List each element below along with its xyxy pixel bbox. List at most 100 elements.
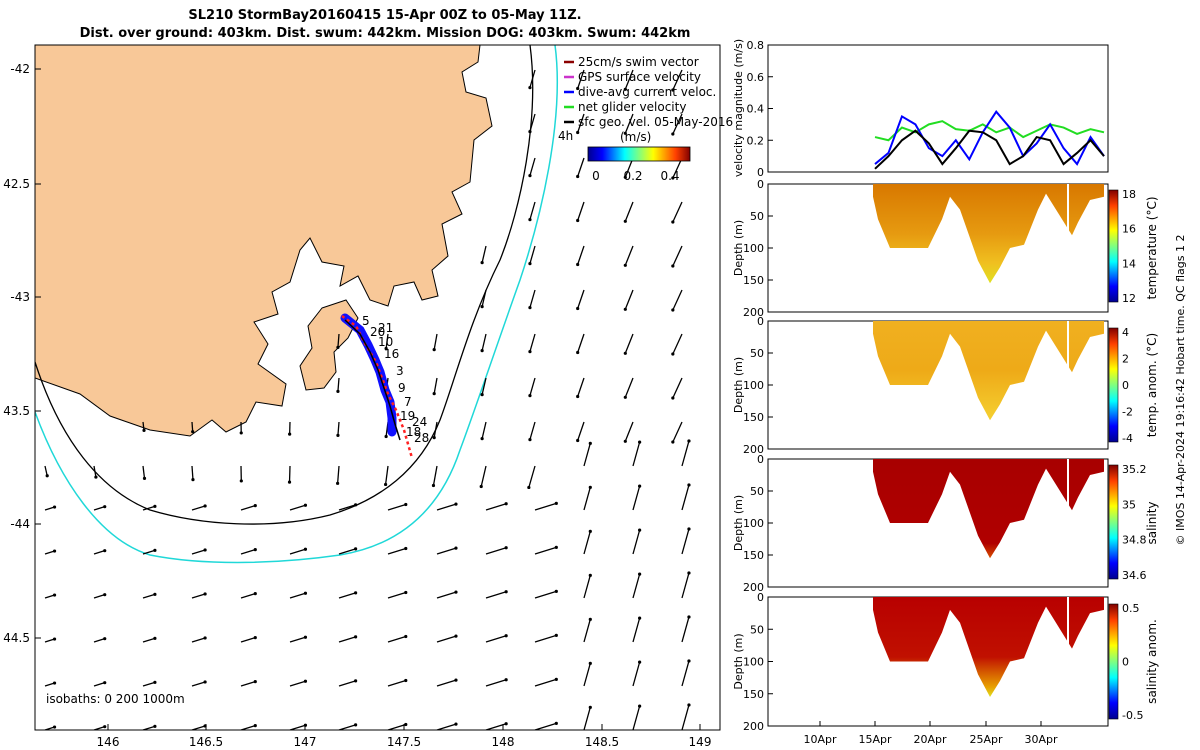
map-y-tick-label: -43 <box>10 290 30 304</box>
arrow-head <box>671 308 675 312</box>
time-tick-label: 20Apr <box>913 733 947 746</box>
velocity-arrow <box>142 593 156 599</box>
arrow-head <box>142 428 146 432</box>
waypoint-label: 3 <box>396 364 404 378</box>
velocity-arrow <box>672 113 683 135</box>
colorbar-tick: 0.2 <box>623 169 642 183</box>
arrow-head <box>687 439 691 443</box>
velocity-arrow <box>624 69 634 90</box>
velocity-series-line <box>874 110 1105 166</box>
map-x-tick-label: 147.5 <box>387 735 421 749</box>
velocity-arrow <box>387 723 406 730</box>
arrow-head <box>239 479 243 483</box>
map-y-tick-label: -44 <box>10 517 30 531</box>
velocity-arrow <box>534 546 557 555</box>
arrow-head <box>288 432 292 436</box>
velocity-arrow <box>44 594 55 599</box>
arrow-head <box>354 679 358 683</box>
arrow-head <box>576 438 580 443</box>
velocity-arrow <box>583 663 591 687</box>
velocity-arrow <box>681 440 690 467</box>
arrow-head <box>52 505 57 509</box>
velocity-arrow <box>387 679 406 687</box>
arrow-head <box>52 637 57 641</box>
arrow-head <box>504 502 508 506</box>
arrow-head <box>303 591 308 595</box>
velocity-arrow <box>387 635 406 643</box>
velocity-arrow <box>583 619 591 643</box>
map-y-ticks: -42 42.5 -43 43.5 -44 44.5 <box>3 62 41 645</box>
colorbar-title: temp. anom. (°C) <box>1145 333 1159 437</box>
legend-entry: sfc geo. vel. 05-May-2016 <box>578 115 733 129</box>
colorbar-tick: 0.4 <box>660 169 679 183</box>
velocity-arrow <box>338 680 356 687</box>
velocity-arrow <box>338 548 356 555</box>
colorbar-tick-label: 35.2 <box>1122 463 1147 476</box>
arrow-head <box>623 263 627 267</box>
arrow-head <box>303 503 308 507</box>
velocity-arrow <box>93 682 105 687</box>
legend-entry: GPS surface velocity <box>578 70 701 84</box>
colorbar-tick-label: -4 <box>1122 432 1133 445</box>
arrow-head <box>454 590 458 594</box>
arrow-head <box>623 175 627 179</box>
arrow-head <box>404 502 408 507</box>
arrow-head <box>431 483 436 488</box>
velocity-arrow <box>481 377 487 395</box>
velocity-arrow <box>432 465 438 486</box>
section-colorbar <box>1108 464 1119 580</box>
arrow-head <box>203 592 207 596</box>
velocity-arrow <box>624 421 634 442</box>
depth-axis-label: Depth (m) <box>732 357 745 413</box>
velocity-arrow <box>624 377 634 398</box>
arrow-head <box>687 483 691 487</box>
velocity-arrow <box>681 528 690 555</box>
arrow-head <box>480 437 484 441</box>
depth-tick-label: 150 <box>743 549 764 562</box>
velocity-arrow <box>191 637 206 643</box>
arrow-head <box>687 615 691 619</box>
velocity-arrow <box>191 593 206 599</box>
velocity-arrow <box>436 635 457 643</box>
depth-tick-label: 0 <box>757 178 764 191</box>
map-x-tick-label: 148 <box>492 735 515 749</box>
colorbar-ticks: 0 0.2 0.4 <box>592 169 679 183</box>
velocity-arrow <box>240 680 256 687</box>
velocity-arrow <box>632 661 641 687</box>
colorbar-tick-label: 34.8 <box>1122 534 1147 547</box>
arrow-head <box>528 129 532 134</box>
velocity-y-tick-label: 0.8 <box>747 39 765 52</box>
velocity-arrow <box>672 377 683 399</box>
arrow-head <box>404 590 408 595</box>
arrow-head <box>576 350 580 355</box>
arrow-head <box>354 547 358 551</box>
section-panel: 0 50 100 150 200 Depth (m) 4 2 0 -2 -4 temp. anom. … <box>732 315 1159 456</box>
arrow-head <box>623 351 627 355</box>
legend-entry: dive-avg current veloc. <box>578 85 716 99</box>
colorbar-units: (m/s) <box>620 130 651 144</box>
arrow-head <box>671 264 675 268</box>
velocity-arrow <box>529 157 536 176</box>
footer-credit: © IMOS 14-Apr-2024 19:16:42 Hobart time.… <box>1174 235 1187 546</box>
colorbar-tick-label: 2 <box>1122 353 1129 366</box>
velocity-arrow <box>93 726 105 730</box>
arrow-head <box>576 394 580 399</box>
velocity-arrow <box>142 549 156 555</box>
arrow-head <box>588 441 592 445</box>
chart-title-line1: SL210 StormBay20160415 15-Apr 00Z to 05-… <box>188 8 582 23</box>
velocity-arrow <box>583 575 591 599</box>
depth-axis-label: Depth (m) <box>732 495 745 551</box>
waypoint-label: 24 <box>412 415 427 429</box>
map-y-tick-label: 42.5 <box>3 177 30 191</box>
arrow-head <box>432 435 436 440</box>
velocity-arrow <box>44 638 55 643</box>
arrow-head <box>103 681 107 685</box>
arrow-head <box>454 634 458 638</box>
velocity-y-tick-label: 0 <box>757 166 764 179</box>
arrow-head <box>576 130 580 135</box>
colorbar-tick-label: 0 <box>1122 656 1129 669</box>
arrow-head <box>671 132 675 136</box>
